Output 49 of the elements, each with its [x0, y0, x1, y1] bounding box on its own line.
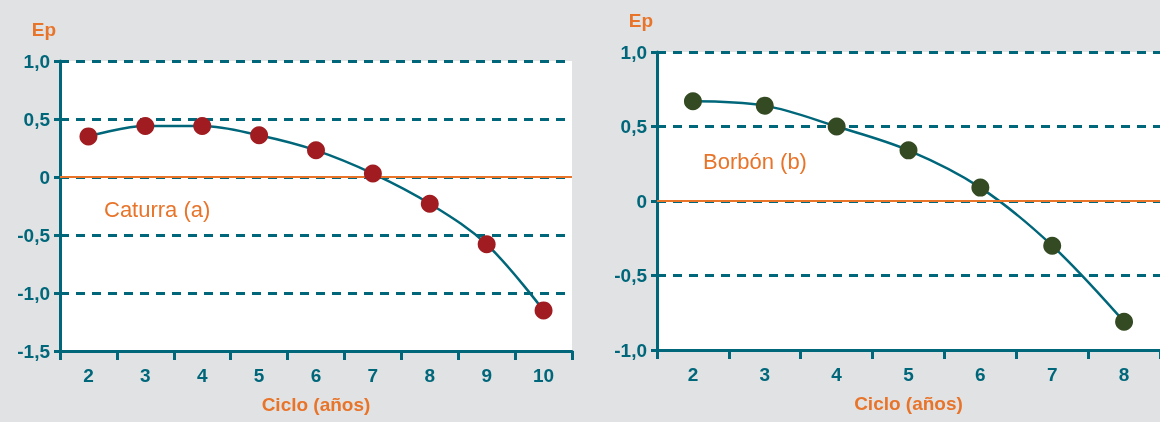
- x-tick-label: 3: [140, 365, 151, 386]
- point: [363, 164, 382, 183]
- point: [827, 117, 846, 136]
- point: [899, 141, 918, 160]
- x-tick-label: 4: [831, 364, 843, 385]
- y-tick-label: -0,5: [614, 265, 648, 286]
- x-tick-label: 2: [687, 364, 699, 385]
- x-tick-label: 7: [1046, 364, 1058, 385]
- x-tick-label: 5: [903, 364, 915, 385]
- point: [307, 141, 325, 160]
- point: [193, 116, 212, 135]
- x-tick-label: 2: [83, 365, 94, 386]
- annotation: Borbón (b): [703, 148, 807, 174]
- point: [755, 96, 774, 115]
- point: [534, 301, 553, 320]
- x-tick-label: 10: [532, 365, 555, 386]
- x-tick-label: 7: [367, 365, 379, 386]
- point: [79, 127, 98, 146]
- point: [136, 116, 155, 135]
- x-tick-label: 6: [310, 365, 322, 386]
- y-tick-label: 0: [636, 190, 647, 212]
- point: [683, 92, 702, 111]
- y-tick-label: -1,0: [614, 339, 647, 361]
- y-tick-label: 0: [39, 166, 50, 188]
- x-tick-label: 4: [196, 365, 208, 386]
- y-tick-label: 0,5: [23, 108, 51, 130]
- x-tick-label: 9: [481, 365, 492, 386]
- point: [1043, 236, 1062, 255]
- y-axis-title: Ep: [31, 19, 56, 40]
- point: [250, 126, 269, 145]
- point: [971, 178, 990, 197]
- y-tick-label: -1,0: [17, 282, 50, 304]
- x-tick-label: 8: [1118, 364, 1130, 385]
- annotation: Caturra (a): [104, 196, 211, 222]
- y-tick-label: 1,0: [620, 41, 647, 63]
- point: [477, 235, 496, 254]
- y-tick-label: 1,0: [23, 50, 50, 72]
- x-tick-label: 5: [253, 365, 265, 386]
- y-tick-label: 0,5: [620, 116, 648, 137]
- y-tick-label: -0,5: [17, 224, 51, 246]
- point: [1115, 312, 1134, 331]
- x-axis-title: Ciclo (años): [854, 393, 963, 414]
- x-tick-label: 3: [759, 364, 771, 385]
- point: [420, 194, 439, 213]
- y-axis-title: Ep: [628, 10, 653, 31]
- x-tick-label: 8: [424, 365, 436, 386]
- x-tick-label: 6: [975, 364, 986, 385]
- x-axis-title: Ciclo (años): [261, 394, 371, 415]
- y-tick-label: -1,5: [17, 340, 51, 362]
